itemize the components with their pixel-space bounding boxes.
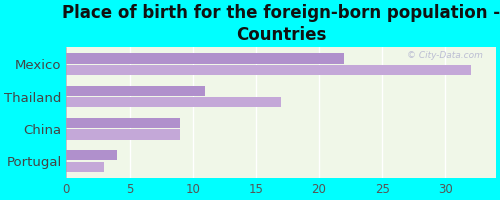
Bar xyxy=(66,162,104,172)
Bar xyxy=(66,97,281,107)
Text: © City-Data.com: © City-Data.com xyxy=(407,51,483,60)
Bar xyxy=(66,129,180,140)
Bar xyxy=(66,150,117,160)
Bar xyxy=(66,53,344,64)
Title: Place of birth for the foreign-born population -
Countries: Place of birth for the foreign-born popu… xyxy=(62,4,500,44)
Bar xyxy=(66,118,180,128)
Bar xyxy=(66,65,470,75)
Bar xyxy=(66,86,205,96)
